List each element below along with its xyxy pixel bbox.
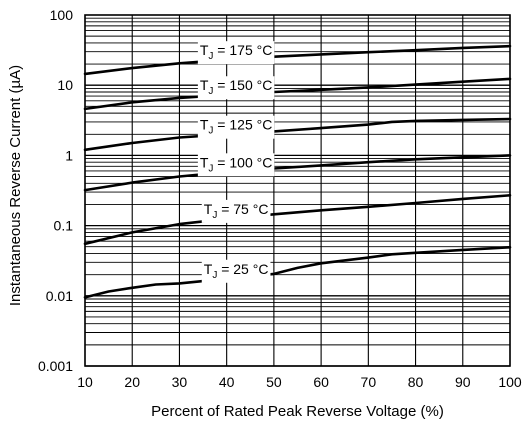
series-label: TJ = 150 °C: [200, 77, 272, 97]
x-tick-label: 80: [408, 374, 424, 390]
series-label-background: [197, 76, 275, 100]
x-tick-label: 90: [455, 374, 471, 390]
series-layer: [83, 44, 512, 299]
grid-layer: [84, 15, 511, 367]
x-tick-label: 100: [498, 374, 522, 390]
series-labels-layer: TJ = 175 °C TJ = 150 °C TJ = 125 °C TJ = 10…: [197, 41, 275, 283]
series-line: [83, 117, 512, 152]
series-label-background: [197, 41, 275, 65]
series-label-background: [201, 199, 271, 223]
x-tick-label: 70: [361, 374, 377, 390]
series-line: [83, 194, 512, 246]
series-line: [83, 77, 512, 111]
y-tick-label: 0.1: [54, 218, 74, 234]
series-label: TJ = 175 °C: [200, 42, 272, 62]
y-tick-label: 1: [65, 147, 73, 163]
x-tick-label: 40: [219, 374, 235, 390]
series-label: TJ = 100 °C: [200, 154, 272, 174]
series-label-background: [197, 153, 275, 177]
series-label-background: [197, 115, 275, 139]
y-tick-label: 0.01: [46, 288, 73, 304]
series-label: TJ = 75 °C: [204, 201, 269, 221]
series-label: TJ = 25 °C: [204, 261, 269, 281]
x-tick-label: 30: [172, 374, 188, 390]
series-line: [83, 44, 512, 76]
series-label-background: [201, 259, 271, 283]
series-line: [83, 154, 512, 192]
series-line: [83, 246, 512, 299]
y-axis-title: Instantaneous Reverse Current (µA): [7, 65, 24, 306]
y-tick-label: 0.001: [38, 358, 73, 374]
plot-frame: [84, 14, 511, 367]
series-label: TJ = 125 °C: [200, 117, 272, 137]
y-tick-label: 100: [50, 7, 74, 23]
x-tick-label: 50: [266, 374, 282, 390]
x-tick-label: 10: [77, 374, 93, 390]
y-tick-label: 10: [57, 77, 73, 93]
x-tick-label: 60: [313, 374, 329, 390]
x-axis-title: Percent of Rated Peak Reverse Voltage (%…: [151, 403, 444, 420]
ticks-layer: 10 20 30 40 50 60 70 80 90 100 0.001 0.01 0.1 1 10 100: [38, 7, 522, 390]
x-tick-label: 20: [124, 374, 140, 390]
